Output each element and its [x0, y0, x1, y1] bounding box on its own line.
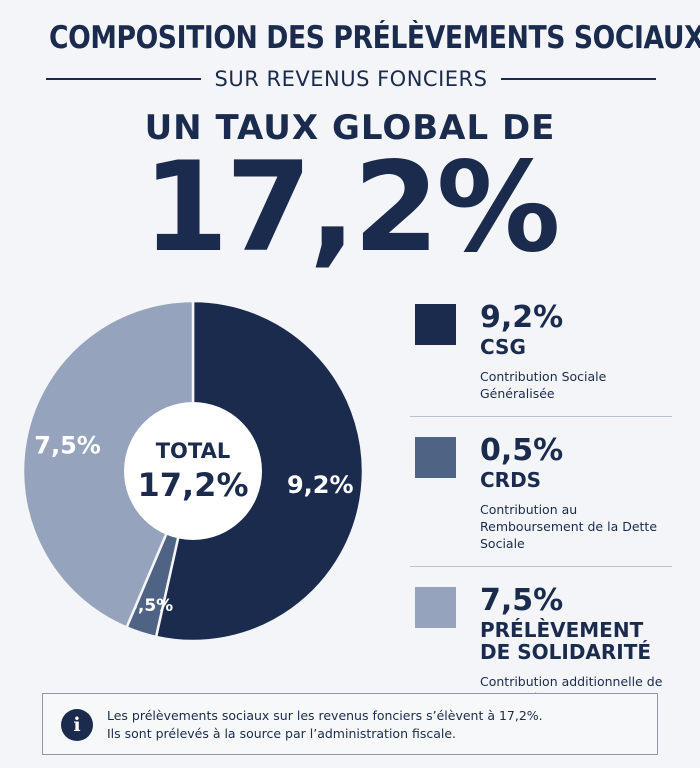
info-icon: i [61, 709, 93, 741]
slice-label-solidarite: 7,5% [34, 431, 101, 459]
info-line-1: Les prélèvements sociaux sur les revenus… [107, 708, 543, 723]
page-subtitle: SUR REVENUS FONCIERS [214, 67, 488, 91]
donut-center-label: TOTAL [156, 439, 231, 463]
legend-item-solidarite: 7,5% PRÉLÈVEMENT DE SOLIDARITÉ Contribut… [410, 573, 672, 707]
donut-hole [124, 402, 262, 540]
info-line-2: Ils sont prélevés à la source par l’admi… [107, 726, 457, 741]
subtitle-rule-left [46, 78, 201, 80]
legend-abbr-solidarite: PRÉLÈVEMENT DE SOLIDARITÉ [480, 618, 652, 664]
page-title: COMPOSITION DES PRÉLÈVEMENTS SOCIAUX [49, 20, 700, 56]
donut-center-value: 17,2% [137, 466, 248, 504]
donut-slice-solidarite [21, 299, 195, 630]
info-box: i Les prélèvements sociaux sur les reven… [42, 693, 658, 755]
legend-desc-crds: Contribution au Remboursement de la Dett… [480, 502, 658, 551]
legend-abbr-crds: CRDS [480, 468, 542, 492]
legend-item-crds: 0,5% CRDS Contribution au Remboursement … [410, 423, 672, 552]
legend-abbr-csg: CSG [480, 335, 526, 359]
legend-swatch-solidarite [415, 587, 456, 628]
subtitle-row: SUR REVENUS FONCIERS [46, 64, 657, 94]
donut-chart: 9,2% 0,5% 7,5% TOTAL 17,2% [0, 278, 400, 678]
legend-swatch-csg [415, 304, 456, 345]
headline-rate: 17,2% [142, 136, 560, 280]
legend-desc-csg: Contribution Sociale Généralisée [480, 369, 607, 401]
legend-pct-crds: 0,5% [480, 433, 564, 468]
legend-swatch-crds [415, 437, 456, 478]
legend-pct-csg: 9,2% [480, 300, 564, 335]
chart-legend: 9,2% CSG Contribution Sociale Généralisé… [410, 290, 672, 707]
legend-divider [410, 416, 672, 417]
legend-pct-solidarite: 7,5% [480, 583, 564, 618]
legend-divider [410, 566, 672, 567]
info-text: Les prélèvements sociaux sur les revenus… [107, 707, 543, 743]
slice-label-csg: 9,2% [287, 471, 354, 499]
legend-item-csg: 9,2% CSG Contribution Sociale Généralisé… [410, 290, 672, 402]
subtitle-rule-right [501, 78, 657, 80]
headline-label: UN TAUX GLOBAL DE [144, 108, 556, 148]
